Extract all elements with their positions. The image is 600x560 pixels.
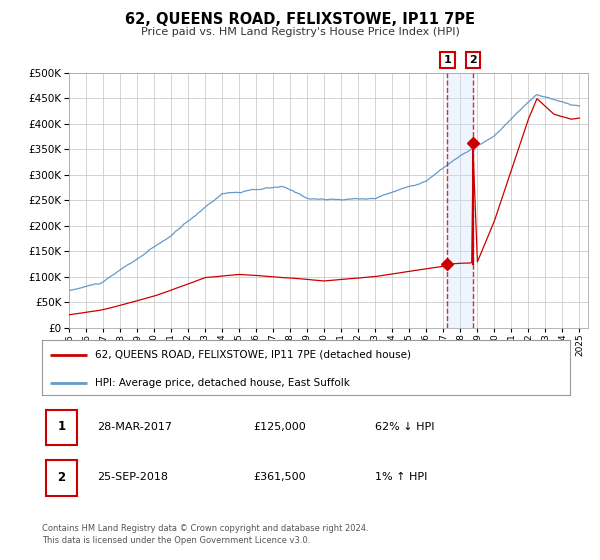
Text: 1: 1	[443, 55, 451, 65]
Text: £361,500: £361,500	[253, 472, 306, 482]
Text: 1: 1	[58, 420, 65, 433]
Text: 28-MAR-2017: 28-MAR-2017	[97, 422, 172, 432]
Text: Price paid vs. HM Land Registry's House Price Index (HPI): Price paid vs. HM Land Registry's House …	[140, 27, 460, 37]
Text: 2: 2	[58, 470, 65, 483]
FancyBboxPatch shape	[46, 410, 77, 445]
Text: 62% ↓ HPI: 62% ↓ HPI	[374, 422, 434, 432]
Text: £125,000: £125,000	[253, 422, 306, 432]
Text: 62, QUEENS ROAD, FELIXSTOWE, IP11 7PE: 62, QUEENS ROAD, FELIXSTOWE, IP11 7PE	[125, 12, 475, 27]
Text: This data is licensed under the Open Government Licence v3.0.: This data is licensed under the Open Gov…	[42, 536, 310, 545]
Text: HPI: Average price, detached house, East Suffolk: HPI: Average price, detached house, East…	[95, 378, 350, 388]
Text: Contains HM Land Registry data © Crown copyright and database right 2024.: Contains HM Land Registry data © Crown c…	[42, 524, 368, 533]
FancyBboxPatch shape	[46, 460, 77, 496]
Text: 1% ↑ HPI: 1% ↑ HPI	[374, 472, 427, 482]
Text: 2: 2	[469, 55, 476, 65]
Text: 25-SEP-2018: 25-SEP-2018	[97, 472, 169, 482]
Bar	[448, 73, 473, 328]
Text: 62, QUEENS ROAD, FELIXSTOWE, IP11 7PE (detached house): 62, QUEENS ROAD, FELIXSTOWE, IP11 7PE (d…	[95, 350, 411, 360]
